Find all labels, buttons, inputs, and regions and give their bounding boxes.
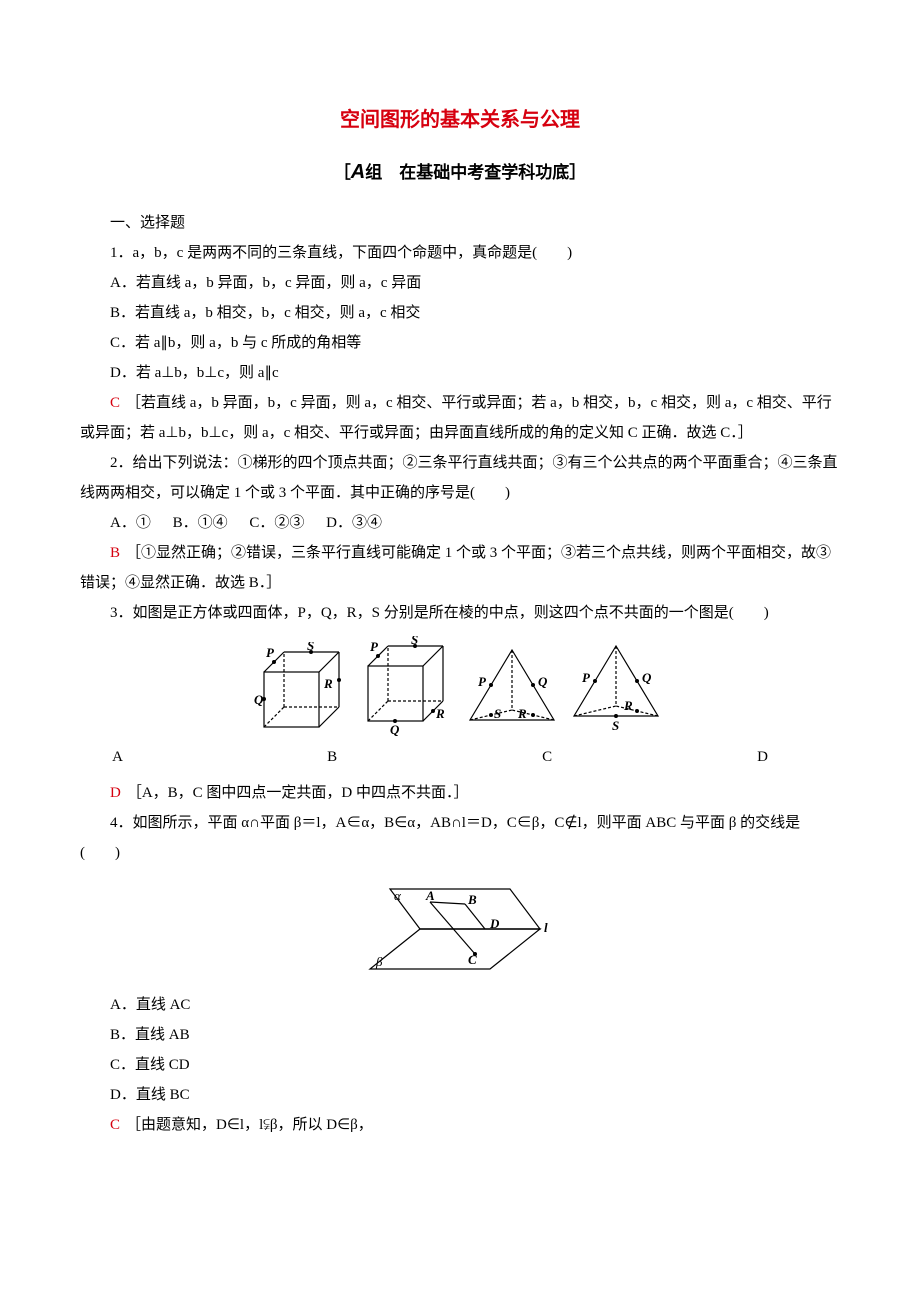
q2-opt-d: D．③④ <box>326 515 382 531</box>
svg-text:S: S <box>494 706 501 721</box>
q3-fig-c: P Q S R <box>462 642 562 732</box>
svg-text:A: A <box>425 888 435 903</box>
svg-text:S: S <box>612 718 619 733</box>
q3-figures: P S Q R P S Q R <box>80 636 840 738</box>
q1-answer-body: ［若直线 a，b 异面，b，c 异面，则 a，c 相交、平行或异面；若 a，b … <box>80 395 832 441</box>
svg-text:P: P <box>478 674 487 689</box>
q4-opt-c: C．直线 CD <box>80 1050 840 1080</box>
q1-opt-d: D．若 a⊥b，b⊥c，则 a∥c <box>80 358 840 388</box>
notin-symbol: ∉ <box>564 815 577 831</box>
q3-fig-labels: A B C D <box>80 742 840 772</box>
q3-fig-a: P S Q R <box>254 642 354 732</box>
svg-text:D: D <box>489 916 500 931</box>
q4-opt-b: B．直线 AB <box>80 1020 840 1050</box>
q2-answer-body: ［①显然正确；②错误，三条平行直线可能确定 1 个或 3 个平面；③若三个点共线… <box>80 545 831 591</box>
svg-text:Q: Q <box>254 692 264 707</box>
svg-text:B: B <box>467 892 477 907</box>
group-letter: A <box>351 161 365 183</box>
q1-stem: 1．a，b，c 是两两不同的三条直线，下面四个命题中，真命题是( ) <box>80 238 840 268</box>
q3-answer: D ［A，B，C 图中四点一定共面，D 中四点不共面．］ <box>80 778 840 808</box>
svg-text:α: α <box>394 888 402 903</box>
q4-answer: C ［由题意知，D∈l，l⫋β，所以 D∈β， <box>80 1110 840 1140</box>
q2-stem: 2．给出下列说法：①梯形的四个顶点共面；②三条平行直线共面；③有三个公共点的两个… <box>80 448 840 508</box>
q1-opt-b: B．若直线 a，b 相交，b，c 相交，则 a，c 相交 <box>80 298 840 328</box>
q3-stem: 3．如图是正方体或四面体，P，Q，R，S 分别是所在棱的中点，则这四个点不共面的… <box>80 598 840 628</box>
q4-stem: 4．如图所示，平面 α∩平面 β＝l，A∈α，B∈α，AB∩l＝D，C∈β，C∉… <box>80 808 840 868</box>
q4-ans-pre: ［由题意知，D∈l，l <box>126 1117 263 1133</box>
svg-text:Q: Q <box>642 670 652 685</box>
subtitle-rest: 组 在基础中考查学科功底］ <box>365 163 586 182</box>
svg-text:l: l <box>544 920 548 935</box>
subsetneq-symbol: ⫋ <box>263 1117 270 1133</box>
doc-subtitle: ［A组 在基础中考查学科功底］ <box>80 152 840 192</box>
q4-opt-a: A．直线 AC <box>80 990 840 1020</box>
svg-text:S: S <box>411 636 418 647</box>
svg-text:β: β <box>375 954 383 969</box>
svg-text:R: R <box>323 676 333 691</box>
svg-text:P: P <box>370 639 379 654</box>
q3-answer-body: ［A，B，C 图中四点一定共面，D 中四点不共面．］ <box>127 785 469 801</box>
svg-text:P: P <box>266 645 275 660</box>
svg-text:R: R <box>623 698 633 713</box>
q2-answer-letter: B <box>110 545 120 561</box>
q4-opt-d: D．直线 BC <box>80 1080 840 1110</box>
svg-text:R: R <box>517 706 527 721</box>
q1-answer: C［若直线 a，b 异面，b，c 异面，则 a，c 相交、平行或异面；若 a，b… <box>80 388 840 448</box>
q3-fig-b: P S Q R <box>358 636 458 738</box>
q1-opt-a: A．若直线 a，b 异面，b，c 异面，则 a，c 异面 <box>80 268 840 298</box>
doc-title: 空间图形的基本关系与公理 <box>80 100 840 140</box>
q2-options: A．① B．①④ C．②③ D．③④ <box>80 508 840 538</box>
q4-answer-letter: C <box>110 1117 120 1133</box>
q2-opt-c: C．②③ <box>249 515 304 531</box>
subtitle-prefix: ［ <box>334 163 351 182</box>
svg-text:R: R <box>435 706 445 721</box>
svg-text:S: S <box>307 642 314 653</box>
q2-opt-b: B．①④ <box>173 515 228 531</box>
q3-fig-d: P Q R S <box>566 638 666 736</box>
q2-opt-a: A．① <box>110 515 151 531</box>
q4-ans-post: β，所以 D∈β， <box>270 1117 373 1133</box>
q1-opt-c: C．若 a∥b，则 a，b 与 c 所成的角相等 <box>80 328 840 358</box>
q4-figure: α β A B D C l <box>80 874 840 984</box>
q2-answer: B［①显然正确；②错误，三条平行直线可能确定 1 个或 3 个平面；③若三个点共… <box>80 538 840 598</box>
svg-text:Q: Q <box>538 674 548 689</box>
svg-text:Q: Q <box>390 722 400 737</box>
q4-stem-pre: 4．如图所示，平面 α∩平面 β＝l，A∈α，B∈α，AB∩l＝D，C∈β，C <box>110 815 564 831</box>
svg-text:P: P <box>582 670 591 685</box>
q1-answer-letter: C <box>110 395 120 411</box>
q3-answer-letter: D <box>110 785 121 801</box>
section-1-heading: 一、选择题 <box>80 208 840 238</box>
